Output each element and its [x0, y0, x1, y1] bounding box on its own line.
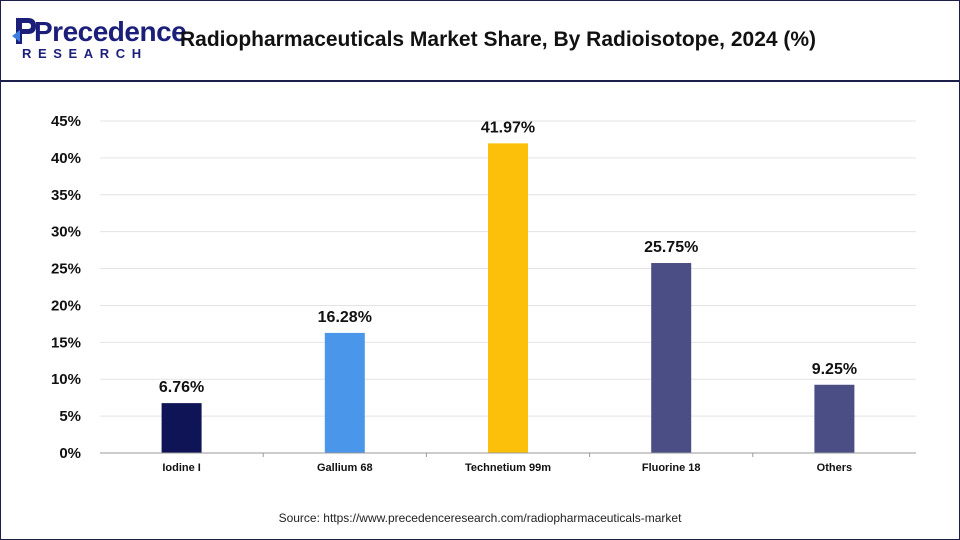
- y-tick-label: 25%: [51, 261, 81, 278]
- bar-technetium-99m: [488, 143, 528, 453]
- bar-others: [814, 384, 855, 453]
- y-tick-label: 30%: [51, 224, 81, 241]
- x-tick-label: Gallium 68: [317, 462, 373, 474]
- data-label: 16.28%: [318, 309, 372, 326]
- data-label: 25.75%: [644, 239, 698, 256]
- x-tick-label: Iodine I: [162, 462, 201, 474]
- bar-iodine-i: [161, 403, 202, 453]
- source-note: Source: https://www.precedenceresearch.c…: [278, 511, 682, 525]
- x-tick-label: Technetium 99m: [465, 462, 551, 474]
- data-label: 41.97%: [481, 119, 535, 136]
- y-axis-tick-labels: 0% 5% 10% 15% 20% 25% 30% 35% 40% 45%: [51, 113, 81, 462]
- brand-mark-icon: [12, 18, 36, 44]
- bar-fluorine-18: [651, 263, 692, 453]
- data-labels: 6.76% 16.28% 41.97% 25.75% 9.25%: [159, 119, 857, 396]
- x-axis-tick-labels: Iodine I Gallium 68 Technetium 99m Fluorine…: [162, 453, 852, 474]
- y-tick-label: 10%: [51, 371, 81, 388]
- data-label: 9.25%: [812, 361, 857, 378]
- y-tick-label: 15%: [51, 334, 81, 351]
- y-tick-label: 0%: [59, 445, 81, 462]
- header: Precedence RESEARCH Radiopharmaceuticals…: [0, 0, 960, 82]
- y-tick-label: 20%: [51, 297, 81, 314]
- y-tick-label: 45%: [51, 113, 81, 130]
- bars: [161, 143, 855, 453]
- bar-gallium-68: [324, 332, 365, 453]
- brand-name-main: Precedence: [34, 16, 187, 47]
- bar-chart: 0% 5% 10% 15% 20% 25% 30% 35% 40% 45% 6.76% 16.28%…: [51, 113, 916, 474]
- y-tick-label: 40%: [51, 150, 81, 167]
- y-tick-label: 5%: [59, 408, 81, 425]
- x-tick-label: Others: [817, 462, 852, 474]
- brand-logo: Precedence RESEARCH: [12, 14, 187, 64]
- x-tick-label: Fluorine 18: [642, 462, 701, 474]
- chart-title: Radiopharmaceuticals Market Share, By Ra…: [180, 28, 817, 51]
- brand-name-sub: RESEARCH: [22, 46, 148, 61]
- y-tick-label: 35%: [51, 187, 81, 204]
- data-label: 6.76%: [159, 379, 204, 396]
